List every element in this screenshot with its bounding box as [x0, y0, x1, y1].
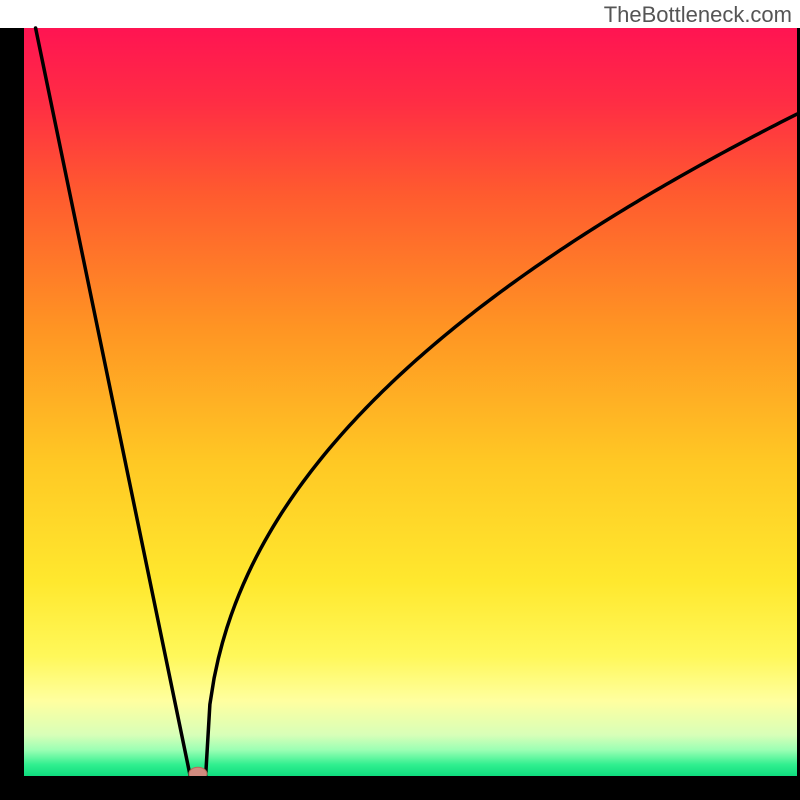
x-axis-border [0, 776, 800, 800]
chart-stage: TheBottleneck.com [0, 0, 800, 800]
v-curve [36, 28, 797, 776]
attribution-text: TheBottleneck.com [604, 2, 792, 28]
curve-layer [0, 0, 800, 800]
y-axis-border [0, 28, 24, 800]
